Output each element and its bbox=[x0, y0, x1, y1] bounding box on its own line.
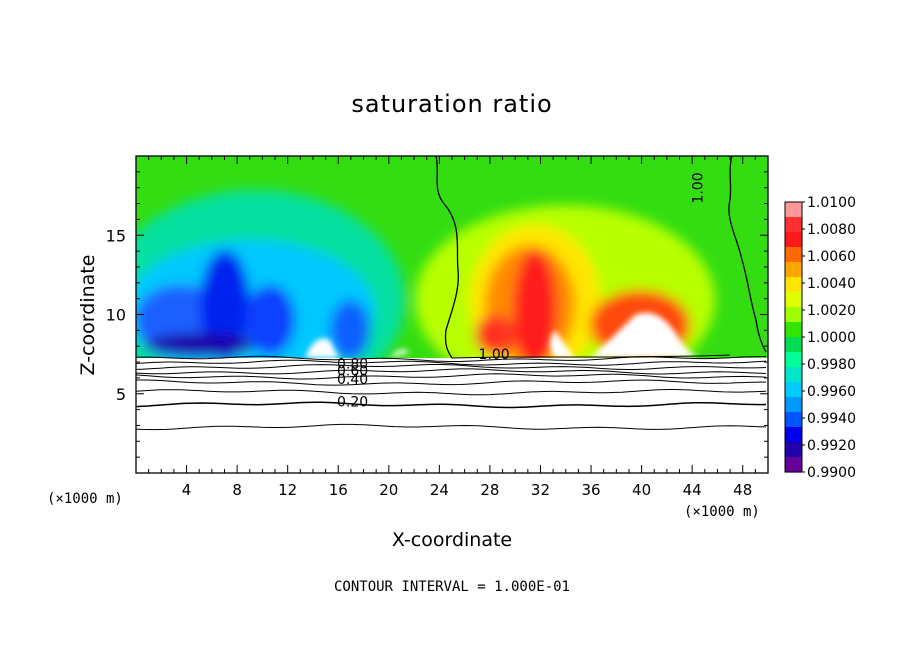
colorbar-swatch bbox=[785, 382, 802, 398]
cool-core-4 bbox=[330, 300, 370, 360]
contour-1-00-right bbox=[728, 156, 767, 353]
contour-label: 0.80 bbox=[337, 356, 368, 372]
contour-label: 1.00 bbox=[479, 347, 510, 363]
contour-line bbox=[136, 379, 766, 386]
contour-line bbox=[136, 401, 767, 409]
colorbar-swatch bbox=[785, 307, 802, 323]
y-axis: 5 10 15 bbox=[106, 171, 768, 458]
colorbar-swatch bbox=[785, 262, 802, 278]
chart-title: saturation ratio bbox=[351, 90, 552, 118]
cool-core-3 bbox=[245, 285, 295, 355]
colorbar-swatch bbox=[785, 457, 802, 473]
colorbar-swatch bbox=[785, 412, 802, 428]
contour-line bbox=[136, 423, 767, 431]
y-axis-label: Z-coordinate bbox=[77, 255, 99, 376]
contour-line bbox=[136, 364, 767, 370]
x-tick-label: 8 bbox=[232, 481, 242, 499]
white-peak-1 bbox=[550, 330, 575, 358]
colorbar-label: 1.0000 bbox=[807, 330, 856, 346]
cool-core-5 bbox=[145, 333, 255, 357]
colorbar-swatch bbox=[785, 337, 802, 353]
x-axis: 4 8 12 16 20 24 28 32 36 40 44 48 bbox=[148, 156, 756, 499]
colorbar-label: 0.9940 bbox=[807, 411, 856, 427]
contour-line bbox=[136, 368, 767, 375]
colorbar-swatch bbox=[785, 427, 802, 443]
x-axis-label: X-coordinate bbox=[392, 529, 512, 551]
contour-line bbox=[136, 389, 767, 396]
x-tick-label: 24 bbox=[430, 481, 449, 499]
x-tick-label: 20 bbox=[379, 481, 398, 499]
contour-label: 0.20 bbox=[337, 394, 368, 410]
contour-line bbox=[136, 355, 766, 362]
warm-core-1 bbox=[513, 250, 557, 370]
y-tick-label: 10 bbox=[106, 306, 126, 325]
x-tick-label: 4 bbox=[182, 481, 192, 499]
colorbar-label: 1.0060 bbox=[807, 249, 856, 265]
x-tick-label: 32 bbox=[531, 481, 550, 499]
colorbar-swatch bbox=[785, 247, 802, 263]
colorbar-swatch bbox=[785, 367, 802, 383]
colorbar-swatch bbox=[785, 442, 802, 458]
contour-line bbox=[136, 359, 767, 366]
colorbar-label: 0.9960 bbox=[807, 384, 856, 400]
colorbar-label: 0.9900 bbox=[807, 465, 856, 481]
colorbar-swatch bbox=[785, 277, 802, 293]
white-peak-2 bbox=[590, 312, 700, 358]
contour-labels: 0.800.600.40 0.20 1.00 1.00 bbox=[337, 172, 706, 410]
x-tick-label: 40 bbox=[632, 481, 651, 499]
white-peak-4 bbox=[390, 349, 410, 358]
contour-line bbox=[136, 373, 767, 380]
cool-core-2 bbox=[200, 250, 250, 360]
colorbar-label: 1.0020 bbox=[807, 303, 856, 319]
colorbar-swatch bbox=[785, 322, 802, 338]
x-tick-label: 48 bbox=[733, 481, 752, 499]
plot-area: 0.800.600.40 0.20 1.00 1.00 bbox=[136, 156, 768, 473]
x-tick-label: 16 bbox=[329, 481, 348, 499]
x-tick-label: 12 bbox=[278, 481, 297, 499]
colorbar-label: 1.0100 bbox=[807, 195, 856, 211]
colorbar-label: 0.9980 bbox=[807, 357, 856, 373]
y-tick-label: 15 bbox=[106, 226, 126, 245]
contour-lines bbox=[136, 355, 767, 431]
colorbar-label: 0.9920 bbox=[807, 438, 856, 454]
colorbar: 1.0100 1.0080 1.0060 1.0040 1.0020 1.0000 0.99… bbox=[784, 195, 856, 481]
contour-interval-note: CONTOUR INTERVAL = 1.000E-01 bbox=[334, 579, 570, 595]
below-surface-mask bbox=[136, 358, 768, 473]
colorbar-swatch bbox=[785, 292, 802, 308]
contour-label: 0.60 bbox=[337, 364, 368, 380]
x-tick-label: 36 bbox=[581, 481, 600, 499]
y-tick-label: 5 bbox=[116, 385, 126, 404]
x-tick-label: 28 bbox=[480, 481, 499, 499]
warm-core-3 bbox=[475, 315, 515, 355]
colorbar-label: 1.0040 bbox=[807, 276, 856, 292]
contour-label: 1.00 bbox=[690, 172, 706, 203]
contour-1-00-lower bbox=[451, 354, 731, 359]
x-tick-label: 44 bbox=[683, 481, 702, 499]
contour-label: 0.40 bbox=[337, 372, 368, 388]
supersaturation-peaks bbox=[305, 312, 700, 358]
colorbar-swatch bbox=[785, 202, 802, 218]
colorbar-swatch bbox=[785, 397, 802, 413]
contour-1-00-mid bbox=[435, 156, 459, 359]
colorbar-label: 1.0080 bbox=[807, 222, 856, 238]
colorbar-swatch bbox=[785, 232, 802, 248]
x-unit-left: (×1000 m) bbox=[47, 491, 123, 507]
colorbar-swatch bbox=[785, 217, 802, 233]
x-unit-right: (×1000 m) bbox=[684, 504, 760, 520]
colorbar-swatch bbox=[785, 352, 802, 368]
saturation-field bbox=[136, 156, 768, 473]
white-peak-3 bbox=[305, 338, 340, 358]
